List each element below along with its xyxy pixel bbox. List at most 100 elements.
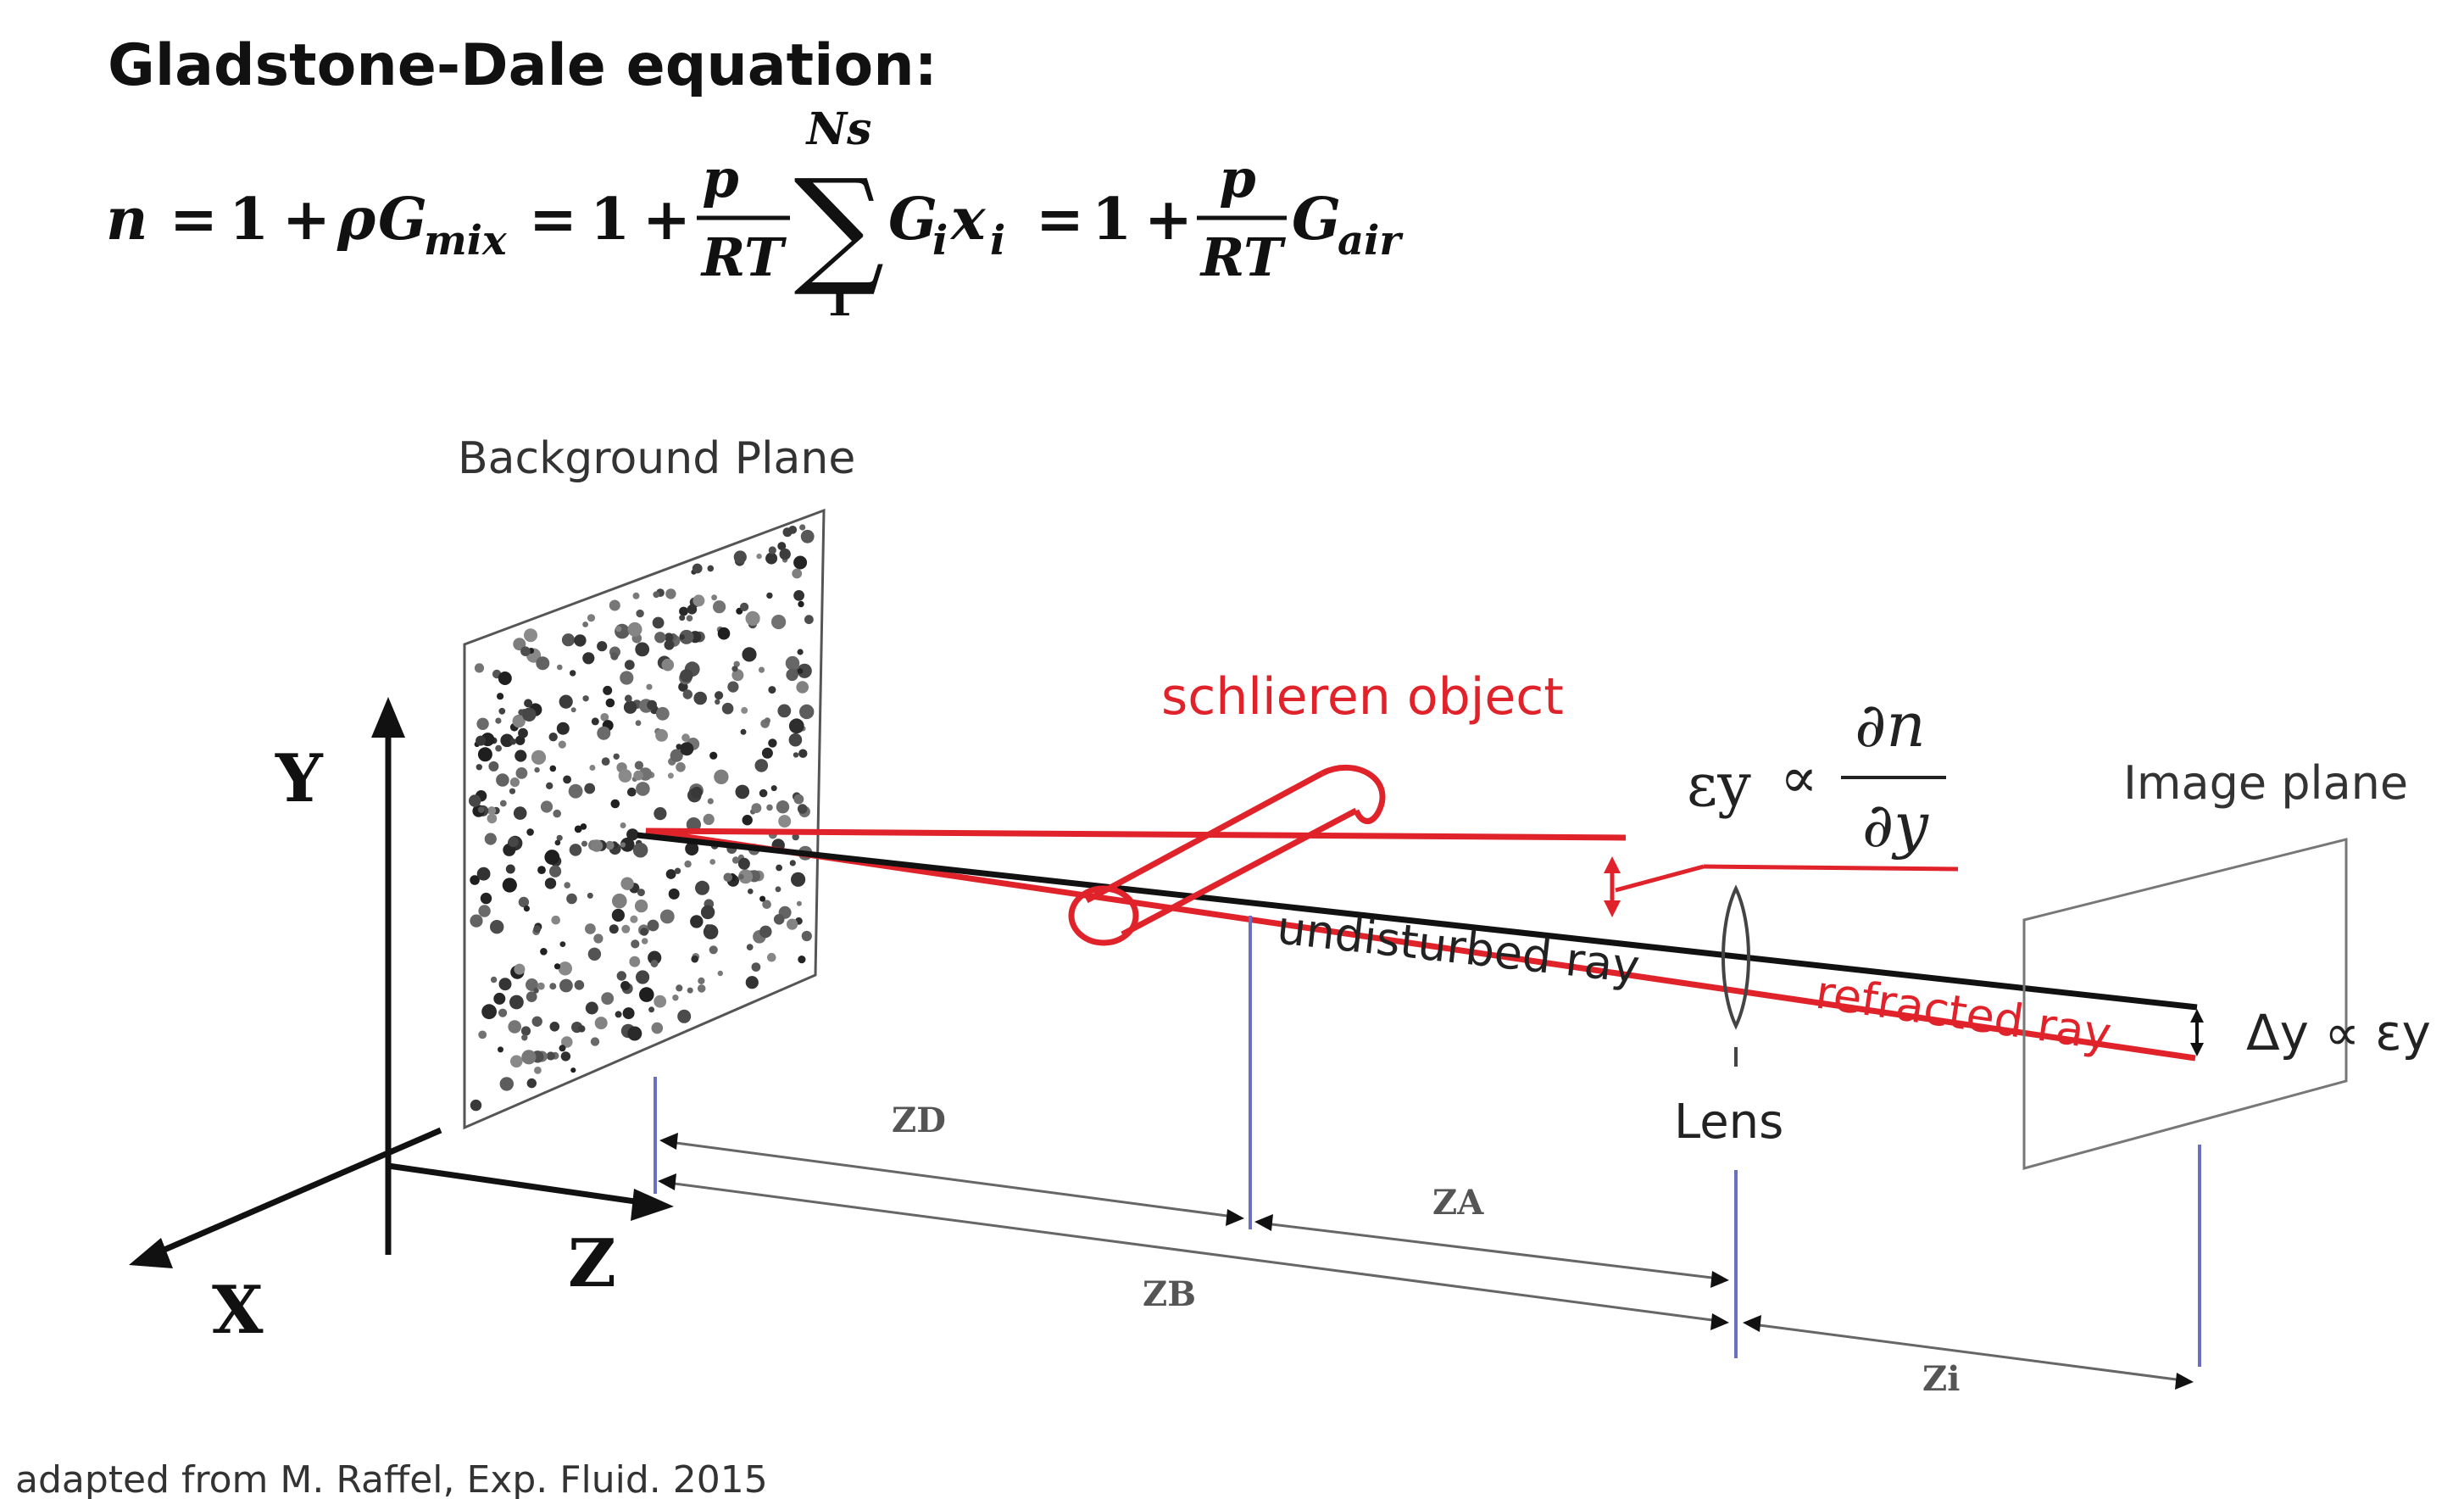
speckle-dot xyxy=(746,944,754,950)
speckle-dot xyxy=(505,864,515,874)
speckle-dot xyxy=(792,833,799,841)
speckle-dot xyxy=(733,550,747,564)
speckle-dot xyxy=(590,839,603,852)
speckle-dot xyxy=(476,717,489,730)
deflection-indicator xyxy=(1604,856,1959,917)
speckle-dot xyxy=(632,592,640,599)
speckle-dot xyxy=(799,704,815,720)
speckle-dot xyxy=(797,663,812,678)
speckle-dot xyxy=(498,1008,508,1017)
speckle-dot xyxy=(616,971,626,981)
speckle-dot xyxy=(682,689,692,699)
speckle-dot xyxy=(540,948,548,956)
speckle-dot xyxy=(792,568,803,579)
speckle-dot xyxy=(788,718,804,734)
speckle-dot xyxy=(679,606,688,616)
speckle-dot xyxy=(537,982,545,990)
speckle-dot xyxy=(620,842,626,848)
axis-y-label: Y xyxy=(275,740,324,817)
speckle-dot xyxy=(513,806,527,820)
speckle-dot xyxy=(709,945,718,955)
speckle-dot xyxy=(564,882,570,889)
speckle-dot xyxy=(767,952,776,962)
speckle-dot xyxy=(733,660,740,667)
speckle-dot xyxy=(498,707,506,715)
eq-g-i: G xyxy=(888,186,937,254)
speckle-dot xyxy=(759,789,768,798)
speckle-dot xyxy=(646,683,653,690)
speckle-dot xyxy=(561,1036,573,1048)
speckle-dot xyxy=(559,1045,566,1052)
speckle-dot xyxy=(676,762,686,772)
speckle-dot xyxy=(745,976,759,989)
speckle-dot xyxy=(627,621,642,637)
speckle-dot xyxy=(768,546,776,554)
speckle-dot xyxy=(713,600,726,614)
speckle-dot xyxy=(559,694,573,709)
eq-sum-lower-limit: 1 xyxy=(825,278,853,326)
speckle-dot xyxy=(797,668,804,674)
speckle-dot xyxy=(570,1067,576,1073)
x-axis xyxy=(151,1127,442,1258)
speckle-dot xyxy=(661,658,675,671)
speckle-dot xyxy=(620,822,626,828)
speckle-dot xyxy=(569,844,582,856)
eq-equals-2: = xyxy=(529,186,577,254)
delta-y-indicator xyxy=(2190,1009,2204,1056)
speckle-dot xyxy=(474,663,485,673)
speckle-dot xyxy=(735,784,750,800)
speckle-dot xyxy=(785,655,800,671)
speckle-dot xyxy=(693,691,707,705)
speckle-dot xyxy=(601,992,615,1005)
speckle-dot xyxy=(775,886,781,893)
speckle-dot xyxy=(715,691,724,700)
speckle-dot xyxy=(502,878,517,893)
speckle-dot xyxy=(684,860,692,868)
speckle-dot xyxy=(709,859,716,865)
speckle-dot xyxy=(731,669,744,682)
speckle-dot xyxy=(715,699,720,705)
speckle-dot xyxy=(664,639,675,650)
speckle-dot xyxy=(797,804,808,814)
speckle-dot xyxy=(493,992,506,1005)
speckle-dot xyxy=(495,717,502,724)
refracted-ray-upper xyxy=(645,828,1627,841)
eq-plus-b: + xyxy=(642,186,691,254)
speckle-dot xyxy=(751,962,761,972)
speckle-dot xyxy=(653,591,660,599)
speckle-dot xyxy=(677,1009,692,1023)
speckle-dot xyxy=(690,915,704,928)
speckle-dot xyxy=(478,905,491,917)
speckle-dot xyxy=(748,889,754,894)
speckle-dot xyxy=(587,947,602,961)
speckle-dot xyxy=(636,782,650,796)
speckle-dot xyxy=(740,602,749,612)
speckle-dot xyxy=(740,728,747,735)
speckle-dot xyxy=(484,833,497,845)
speckle-dot xyxy=(570,670,576,677)
speckle-dot xyxy=(509,738,517,745)
eq-mix-subscript: mix xyxy=(424,217,508,265)
speckle-dot xyxy=(487,813,498,824)
speckle-dot xyxy=(544,850,560,865)
speckle-dot xyxy=(801,930,812,942)
speckle-dot xyxy=(520,646,531,656)
speckle-dot xyxy=(609,599,620,611)
schlieren-object-label: schlieren object xyxy=(1161,667,1564,727)
speckle-dot xyxy=(524,699,533,708)
speckle-dot xyxy=(478,1030,487,1039)
speckle-dot xyxy=(574,634,587,647)
speckle-dot xyxy=(641,938,648,945)
x-axis-arrowhead xyxy=(129,1238,173,1268)
speckle-dot xyxy=(676,984,683,992)
speckle-dot xyxy=(692,594,705,607)
speckle-dot xyxy=(605,840,615,850)
speckle-dot xyxy=(633,770,643,781)
speckle-dot xyxy=(727,681,739,693)
speckle-dot xyxy=(513,638,526,651)
speckle-dot xyxy=(587,892,593,899)
speckle-dot xyxy=(561,633,576,647)
speckle-dot xyxy=(768,738,777,748)
eq-sum-upper-limit: Ns xyxy=(805,103,872,155)
